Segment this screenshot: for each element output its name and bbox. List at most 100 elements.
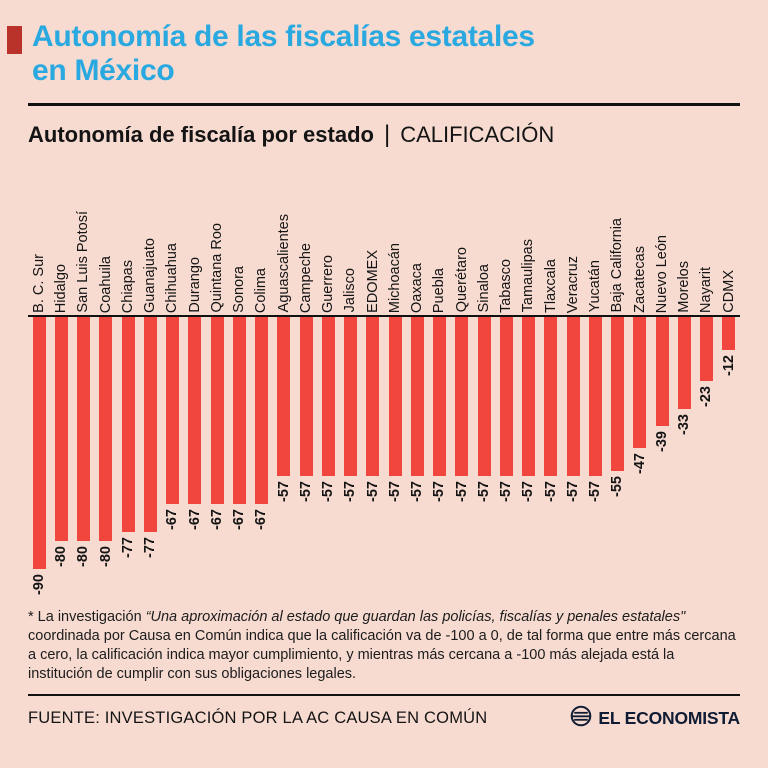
bar [99,316,113,541]
bar [366,316,380,477]
bar [722,316,736,351]
value-label: -57 [386,481,403,503]
chart-subtitle: Autonomía de fiscalía por estado | CALIF… [28,121,740,149]
value-label: -67 [253,509,270,531]
bar [121,316,135,533]
value-label: -57 [453,481,470,503]
value-label: -57 [520,481,537,503]
bar-column: -57 [451,316,473,595]
state-label-cell: Tabasco [495,175,517,315]
bar [433,316,447,477]
chart-baseline [28,314,740,317]
state-label: Yucatán [587,260,604,313]
state-label-cell: Querétaro [451,175,473,315]
state-label: Veracruz [564,255,581,313]
state-label-cell: Morelos [673,175,695,315]
state-label-cell: San Luis Potosí [73,175,95,315]
state-label: Sonora [231,266,248,313]
subtitle-separator: | [383,120,391,148]
state-label-cell: CDMX [718,175,740,315]
bar-column: -57 [317,316,339,595]
bar-column: -57 [273,316,295,595]
bar-column: -47 [629,316,651,595]
state-label-cell: Veracruz [562,175,584,315]
category-labels-row: B. C. Sur Hidalgo San Luis Potosí Coahuila C… [28,175,740,315]
state-label-cell: Guerrero [317,175,339,315]
state-label: Guanajuato [142,237,159,313]
bar-chart: B. C. Sur Hidalgo San Luis Potosí Coahuila C… [28,175,740,595]
state-label-cell: Chiapas [117,175,139,315]
bar [299,316,313,477]
state-label-cell: Colima [251,175,273,315]
infographic: Autonomía de las fiscalías estatales en … [7,20,740,728]
header: Autonomía de las fiscalías estatales en … [7,20,740,88]
bar [255,316,269,505]
value-label: -57 [320,481,337,503]
value-label: -57 [409,481,426,503]
bar-column: -67 [184,316,206,595]
bar [166,316,180,505]
state-label: Zacatecas [631,245,648,313]
state-label: Querétaro [453,247,470,313]
bar [566,316,580,477]
bar-column: -67 [162,316,184,595]
value-label: -23 [698,386,715,408]
state-label: Puebla [431,267,448,313]
bar-column: -90 [28,316,50,595]
state-label: Coahuila [97,255,114,313]
state-label-cell: Puebla [429,175,451,315]
footnote-prefix: * La investigación [28,608,146,625]
bar [232,316,246,505]
state-label: Tamaulipas [520,239,537,313]
source-text: FUENTE: INVESTIGACIÓN POR LA AC CAUSA EN… [28,709,488,728]
value-label: -57 [364,481,381,503]
state-label: Tlaxcala [542,258,559,313]
footnote-quote: “Una aproximación al estado que guardan … [145,608,686,625]
bar [655,316,669,426]
page-title: Autonomía de las fiscalías estatales en … [32,20,535,87]
value-label: -55 [609,475,626,497]
state-label-cell: Sonora [228,175,250,315]
value-label: -12 [720,355,737,377]
bar-column: -57 [384,316,406,595]
bar [455,316,469,477]
bar-column: -57 [340,316,362,595]
state-label: Campeche [297,242,314,313]
state-label: Jalisco [342,268,359,313]
value-label: -80 [75,545,92,567]
bar [611,316,625,471]
bar [388,316,402,477]
state-label-cell: Aguascalientes [273,175,295,315]
value-label: -80 [53,545,70,567]
state-label-cell: Campeche [295,175,317,315]
bar-column: -23 [696,316,718,595]
value-label: -57 [564,481,581,503]
bar-column: -80 [95,316,117,595]
bar [522,316,536,477]
state-label: San Luis Potosí [75,211,92,313]
state-label-cell: Guanajuato [139,175,161,315]
bar-column: -80 [73,316,95,595]
state-label-cell: Nuevo León [651,175,673,315]
state-label-cell: Chihuahua [162,175,184,315]
value-label: -67 [186,509,203,531]
bar-column: -12 [718,316,740,595]
bar [410,316,424,477]
footnote: * La investigación “Una aproximación al … [28,608,740,685]
value-label: -57 [275,481,292,503]
state-label: Tabasco [498,258,515,313]
bar [32,316,46,569]
bar [77,316,91,541]
value-label: -57 [542,481,559,503]
bar [188,316,202,505]
state-label-cell: Tlaxcala [540,175,562,315]
value-label: -39 [653,430,670,452]
bar-column: -39 [651,316,673,595]
bar-column: -77 [117,316,139,595]
state-label: Quintana Roo [208,223,225,313]
value-label: -47 [631,453,648,475]
state-label-cell: Tamaulipas [518,175,540,315]
state-label: Hidalgo [53,263,70,313]
state-label-cell: Hidalgo [50,175,72,315]
accent-square [7,26,22,54]
